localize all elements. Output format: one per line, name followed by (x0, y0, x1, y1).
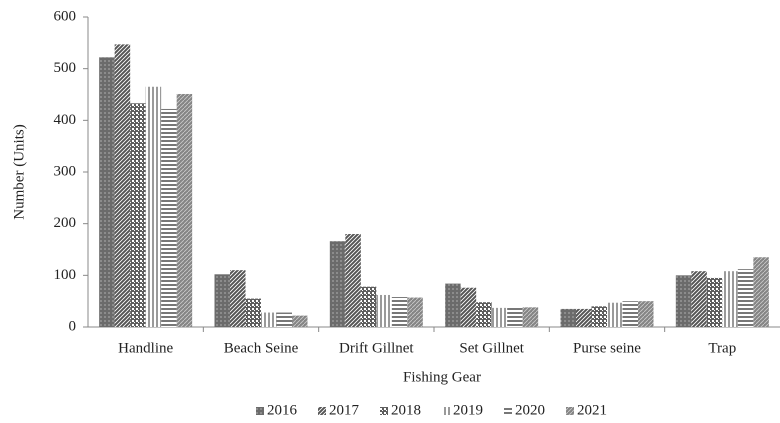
y-tick-label: 300 (54, 163, 77, 179)
y-tick-label: 600 (54, 8, 77, 24)
bar (445, 283, 461, 327)
bar (276, 312, 292, 327)
bar (114, 44, 131, 328)
x-tick-label: Purse seine (573, 340, 641, 356)
bar (99, 57, 115, 328)
bar (230, 270, 246, 327)
x-axis-label: Fishing Gear (403, 369, 481, 385)
bar (476, 302, 492, 327)
x-tick-label: Set Gillnet (459, 340, 524, 356)
y-tick-label: 200 (54, 215, 77, 231)
bar (722, 271, 738, 327)
y-tick-label: 400 (54, 112, 77, 128)
bar (176, 93, 193, 327)
y-tick-label: 500 (54, 60, 77, 76)
legend-label: 2020 (515, 402, 545, 418)
bar (522, 307, 539, 327)
legend-label: 2018 (391, 402, 421, 418)
bar (706, 277, 723, 327)
bar (376, 294, 392, 327)
bar (491, 307, 508, 327)
x-tick-label: Beach Seine (224, 340, 299, 356)
legend-label: 2021 (577, 402, 607, 418)
legend-label: 2016 (267, 402, 298, 418)
bar (407, 297, 423, 327)
bar (576, 308, 592, 327)
bar (161, 108, 177, 327)
y-tick-label: 0 (69, 318, 77, 334)
bar (261, 312, 277, 327)
bar (130, 103, 146, 328)
legend-label: 2019 (453, 402, 483, 418)
bar (391, 297, 408, 327)
bar (360, 286, 377, 327)
legend-swatch (318, 407, 326, 415)
bar (245, 298, 261, 327)
legend-swatch (442, 407, 450, 415)
x-tick-label: Handline (118, 340, 173, 356)
bar (214, 274, 230, 327)
y-axis-label: Number (Units) (11, 124, 27, 219)
bar (145, 86, 162, 327)
bar (329, 241, 346, 327)
bar (560, 308, 576, 327)
bar (507, 307, 523, 327)
bar (591, 306, 607, 327)
x-tick-label: Drift Gillnet (339, 340, 414, 356)
bar (753, 257, 769, 327)
legend-swatch (566, 407, 574, 415)
bar (638, 301, 654, 327)
bar (607, 302, 623, 327)
y-tick-label: 100 (54, 267, 77, 283)
legend-swatch (256, 407, 264, 415)
bar (460, 287, 477, 327)
x-tick-label: Trap (708, 340, 736, 356)
bar (691, 271, 707, 327)
legend-swatch (380, 407, 388, 415)
legend-swatch (504, 407, 512, 415)
bar (675, 275, 692, 327)
bar (737, 269, 754, 327)
bar (622, 301, 638, 327)
bar (345, 234, 361, 327)
bar (292, 315, 308, 327)
legend-label: 2017 (329, 402, 360, 418)
